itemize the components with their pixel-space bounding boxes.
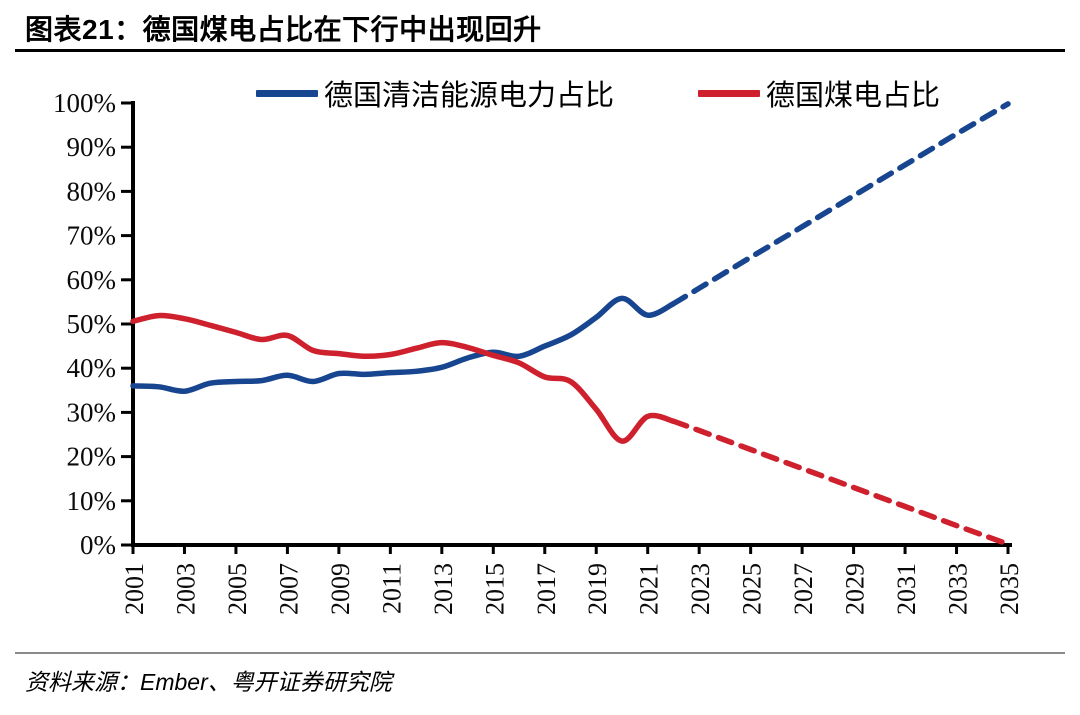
x-tick-label: 2017 [532, 563, 561, 615]
x-tick-label: 2013 [429, 563, 458, 615]
y-tick-label: 10% [67, 486, 117, 516]
x-tick-label: 2031 [892, 563, 921, 615]
x-tick-label: 2021 [635, 563, 664, 615]
y-tick-label: 20% [67, 442, 117, 472]
x-tick-label: 2035 [995, 563, 1024, 615]
x-tick-label: 2023 [686, 563, 715, 615]
x-tick-label: 2011 [377, 563, 406, 614]
y-tick-label: 30% [67, 397, 117, 427]
x-tick-label: 2005 [223, 563, 252, 615]
legend-item-coal: 德国煤电占比 [698, 72, 940, 114]
title-divider [15, 49, 1065, 52]
coal-share-line-solid [130, 312, 677, 444]
line-chart: 0% 10% 20% 30% 40% 50% 60% 70% 80% 90% 100% 2001 200… [53, 88, 1024, 615]
legend-label-coal: 德国煤电占比 [766, 78, 941, 112]
x-tick-label: 2025 [738, 563, 767, 615]
clean-energy-share-line-dashed [670, 101, 1011, 307]
x-tick-label: 2019 [583, 563, 612, 615]
x-tick-label: 2007 [274, 563, 303, 615]
figure-title: 图表21：德国煤电占比在下行中出现回升 [25, 14, 542, 45]
y-tick-label: 60% [67, 265, 117, 295]
x-tick-label: 2003 [171, 563, 200, 615]
chart-legend: 德国清洁能源电力占比 德国煤电占比 [256, 72, 940, 114]
clean-energy-line-swatch [256, 89, 318, 97]
y-tick-label: 100% [53, 88, 116, 118]
x-tick-label: 2029 [841, 563, 870, 615]
x-tick-label: 2009 [326, 563, 355, 615]
x-tick-label: 2015 [480, 563, 509, 615]
x-tick-label: 2001 [120, 563, 149, 615]
source-divider [15, 652, 1065, 654]
clean-energy-share-line-solid [130, 295, 677, 394]
legend-label-clean-energy: 德国清洁能源电力占比 [324, 78, 615, 112]
y-tick-label: 0% [80, 530, 116, 560]
y-tick-label: 90% [67, 132, 117, 162]
source-note: 资料来源：Ember、粤开证券研究院 [25, 669, 392, 695]
legend-item-clean-energy: 德国清洁能源电力占比 [256, 72, 614, 114]
coal-share-line-dashed [670, 418, 1011, 547]
x-tick-label: 2033 [944, 563, 973, 615]
y-tick-label: 70% [67, 221, 117, 251]
coal-line-swatch [698, 89, 761, 97]
y-tick-label: 50% [67, 309, 117, 339]
y-tick-label: 80% [67, 176, 117, 206]
y-tick-label: 40% [67, 353, 117, 383]
x-tick-label: 2027 [789, 563, 818, 615]
